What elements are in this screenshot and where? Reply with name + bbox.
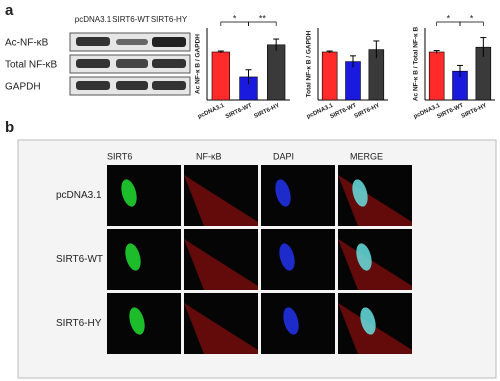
micrograph [184,293,258,354]
micrograph [107,229,181,290]
nucleus [125,243,141,271]
cell-body [184,303,258,354]
x-tick-label: pcDNA3.1 [197,103,226,121]
row-label: Total NF-κB [5,60,58,71]
nucleus [275,179,291,207]
nucleus [360,307,376,335]
significance-label: * [470,13,474,23]
row-label: SIRT6-HY [56,318,102,329]
row-label: pcDNA3.1 [56,190,102,201]
micrograph [184,165,258,226]
micrograph [261,165,335,226]
cell-body [184,239,258,290]
bar [321,51,338,101]
lane-label: SIRT6-HY [151,15,188,24]
lane-label: SIRT6-WT [112,15,150,24]
lane-label: pcDNA3.1 [75,15,112,24]
column-label: SIRT6 [107,151,132,161]
blot [69,32,191,96]
column-label: NF-κB [196,151,222,161]
micrograph [338,229,412,290]
x-tick-label: SIRT6-WT [225,103,254,121]
micrograph [261,293,335,354]
significance-bracket [248,21,277,26]
x-tick-label: SIRT6-HY [461,103,488,120]
x-tick-label: SIRT6-HY [354,103,381,120]
micrograph [261,229,335,290]
nucleus [283,307,299,335]
panel-label: a [5,2,14,19]
row-label: SIRT6-WT [56,254,103,265]
micrograph [184,229,258,290]
nucleus [352,179,368,207]
column-label: DAPI [273,151,294,161]
nucleus [356,243,372,271]
micrograph [107,293,181,354]
image-bg [107,229,181,290]
x-tick-label: SIRT6-WT [329,103,358,121]
panel-label: b [5,119,14,136]
nucleus [121,179,137,207]
image-bg [261,229,335,290]
y-axis-label: Ac NF-κ B / Total NF-κ B [413,27,420,102]
image-bg [107,165,181,226]
bar [211,51,230,101]
micrograph [338,165,412,226]
row-label: GAPDH [5,82,41,93]
x-tick-label: SIRT6-WT [436,103,465,121]
significance-bracket [459,21,484,26]
bar [267,44,286,101]
y-axis-label: Ac NF-κ B / GAPDH [195,34,202,94]
cell-body [184,175,258,226]
nucleus [129,307,145,335]
nucleus [279,243,295,271]
column-label: MERGE [350,151,383,161]
x-tick-label: SIRT6-HY [253,103,280,120]
micrograph [107,165,181,226]
image-bg [261,165,335,226]
significance-label: * [233,13,237,23]
y-axis-label: Total NF-κ B / GAPDH [306,30,313,97]
significance-label: * [447,13,451,23]
micrograph [338,293,412,354]
row-label: Ac-NF-κB [5,38,49,49]
significance-label: ** [259,13,267,23]
bar [428,51,445,101]
